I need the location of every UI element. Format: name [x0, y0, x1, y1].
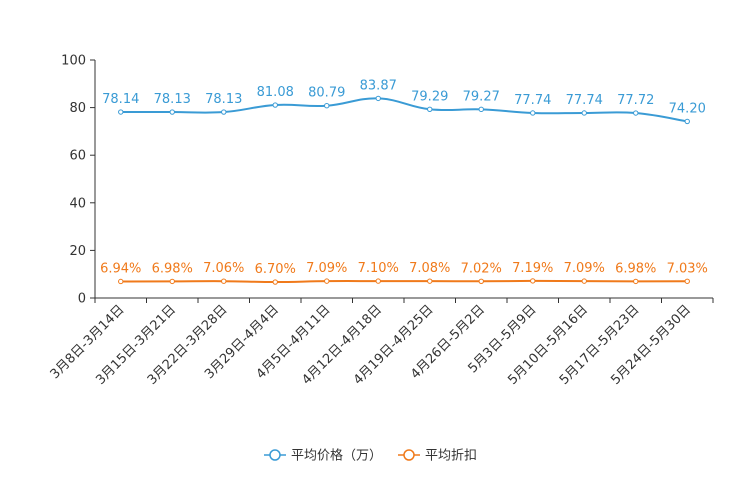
data-point[interactable] [684, 118, 690, 125]
data-point[interactable] [633, 110, 639, 116]
data-point[interactable] [118, 278, 124, 285]
data-label: 6.70% [255, 262, 296, 277]
y-tick-label: 100 [61, 54, 86, 69]
data-label: 7.19% [512, 261, 553, 276]
data-label: 7.03% [667, 261, 708, 276]
legend-label: 平均折扣 [425, 449, 477, 464]
data-label: 81.08 [257, 85, 294, 100]
data-point[interactable] [530, 110, 536, 116]
data-point[interactable] [324, 278, 330, 284]
legend-marker-icon [269, 449, 281, 461]
data-point[interactable] [272, 102, 278, 108]
data-point[interactable] [427, 106, 433, 112]
data-point[interactable] [581, 278, 587, 284]
data-label: 6.98% [152, 261, 193, 276]
data-label: 7.02% [461, 261, 502, 276]
legend: 平均价格（万） 平均折扣 [264, 448, 477, 464]
data-point[interactable] [221, 278, 227, 284]
data-label: 78.14 [102, 92, 139, 107]
data-label: 7.09% [564, 261, 605, 276]
data-label: 78.13 [154, 92, 191, 107]
data-label: 7.08% [409, 261, 450, 276]
data-label: 6.94% [100, 261, 141, 276]
data-point[interactable] [478, 106, 484, 113]
y-tick-label: 80 [69, 101, 86, 116]
data-labels: 78.14 78.13 78.13 81.08 80.79 83.87 79.29 79.27… [100, 78, 708, 277]
series-line-1 [120, 97, 688, 123]
data-label: 6.98% [615, 261, 656, 276]
data-point[interactable] [272, 279, 278, 285]
y-tick-label: 20 [69, 244, 86, 259]
data-point[interactable] [169, 278, 175, 285]
series-line-2 [120, 279, 688, 284]
data-point[interactable] [581, 110, 587, 116]
data-label: 77.74 [514, 93, 551, 108]
y-tick-label: 0 [78, 292, 86, 307]
data-label: 79.29 [411, 89, 448, 104]
data-label: 83.87 [360, 78, 397, 93]
legend-item-1[interactable]: 平均价格（万） [264, 448, 382, 464]
data-point[interactable] [375, 278, 381, 284]
data-point[interactable] [118, 109, 124, 115]
data-label: 77.74 [566, 93, 603, 108]
data-point[interactable] [633, 278, 639, 285]
y-tick-label: 40 [69, 196, 86, 211]
data-label: 7.09% [306, 261, 347, 276]
data-label: 79.27 [463, 89, 500, 104]
data-point[interactable] [427, 278, 433, 284]
data-point[interactable] [478, 278, 484, 284]
data-label: 77.72 [617, 93, 654, 108]
x-axis: 3月8日-3月14日3月15日-3月21日3月22日-3月28日3月29日-4月… [48, 297, 714, 388]
data-point[interactable] [530, 278, 536, 284]
data-point[interactable] [169, 109, 175, 115]
y-tick-label: 60 [69, 149, 86, 164]
data-label: 80.79 [308, 86, 345, 101]
data-label: 78.13 [205, 92, 242, 107]
data-point[interactable] [221, 109, 227, 115]
legend-label: 平均价格（万） [291, 448, 382, 464]
data-point[interactable] [684, 278, 690, 284]
y-axis: 0 20 40 60 80 100 [61, 54, 96, 307]
legend-item-2[interactable]: 平均折扣 [398, 449, 477, 464]
data-label: 7.10% [358, 261, 399, 276]
data-point[interactable] [324, 103, 330, 109]
data-label: 7.06% [203, 261, 244, 276]
legend-marker-icon [403, 449, 415, 461]
data-label: 74.20 [669, 101, 706, 116]
data-point[interactable] [375, 95, 381, 102]
series-layer [118, 95, 690, 285]
